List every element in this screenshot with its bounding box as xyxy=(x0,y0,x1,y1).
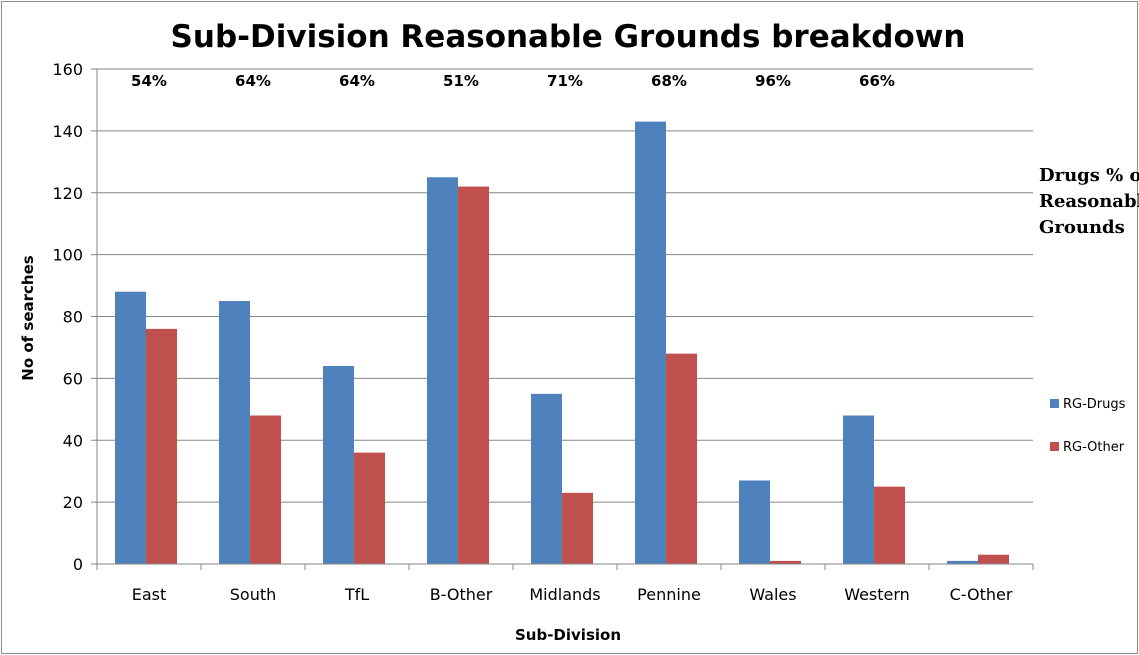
x-axis-title: Sub-Division xyxy=(515,626,621,644)
note-line: Drugs % of xyxy=(1039,165,1139,186)
y-axis-title: No of searches xyxy=(19,255,37,380)
drugs-percent-note: Drugs % of Reasonable Grounds xyxy=(1036,160,1139,250)
bars xyxy=(115,121,1009,564)
y-tick-label: 80 xyxy=(63,308,83,327)
bar-rg-other-c-other xyxy=(978,554,1009,564)
bar-rg-other-midlands xyxy=(562,492,593,564)
y-tick-label: 100 xyxy=(52,246,83,265)
bar-rg-other-western xyxy=(874,486,905,564)
x-tick-label: East xyxy=(132,585,167,604)
bar-rg-drugs-east xyxy=(115,291,146,564)
legend-swatch xyxy=(1050,399,1059,408)
percent-label: 64% xyxy=(235,72,271,90)
y-tick-label: 20 xyxy=(63,493,83,512)
percent-label: 54% xyxy=(131,72,167,90)
bar-rg-other-b-other xyxy=(458,186,489,564)
bar-rg-drugs-south xyxy=(219,301,250,564)
bar-rg-other-south xyxy=(250,415,281,564)
x-tick-label: Pennine xyxy=(637,585,701,604)
bar-rg-other-east xyxy=(146,328,177,564)
x-tick-label: Western xyxy=(844,585,910,604)
y-tick-label: 40 xyxy=(63,431,83,450)
legend-label: RG-Other xyxy=(1063,440,1125,455)
bar-rg-drugs-b-other xyxy=(427,177,458,564)
note-background xyxy=(1036,160,1131,250)
x-tick-label: South xyxy=(230,585,277,604)
y-tick-label: 60 xyxy=(63,369,83,388)
bar-rg-other-wales xyxy=(770,560,801,564)
y-tick-labels: 0 20 40 60 80 100 120 140 160 xyxy=(52,60,83,574)
x-tick-label: Wales xyxy=(749,585,796,604)
percent-label: 66% xyxy=(859,72,895,90)
bar-rg-drugs-midlands xyxy=(531,393,562,564)
percent-label: 68% xyxy=(651,72,687,90)
percent-label: 64% xyxy=(339,72,375,90)
legend-swatch xyxy=(1050,442,1059,451)
legend-label: RG-Drugs xyxy=(1063,397,1126,412)
x-tick-label: B-Other xyxy=(430,585,493,604)
x-tick-label: TfL xyxy=(344,585,369,604)
bar-rg-drugs-tfl xyxy=(323,366,354,564)
y-tick-label: 140 xyxy=(52,122,83,141)
axes xyxy=(91,68,1034,570)
bar-rg-other-pennine xyxy=(666,353,697,564)
percent-labels: 54% 64% 64% 51% 71% 68% 96% 66% xyxy=(131,72,895,90)
percent-label: 96% xyxy=(755,72,791,90)
bar-rg-drugs-wales xyxy=(739,480,770,564)
x-tick-label: C-Other xyxy=(950,585,1013,604)
x-tick-label: Midlands xyxy=(529,585,600,604)
bar-rg-drugs-western xyxy=(843,415,874,564)
note-line: Grounds xyxy=(1039,217,1125,238)
chart-title: Sub-Division Reasonable Grounds breakdow… xyxy=(171,19,966,55)
bar-rg-other-tfl xyxy=(354,452,385,564)
bar-rg-drugs-pennine xyxy=(635,121,666,564)
bar-rg-drugs-c-other xyxy=(947,560,978,564)
note-line: Reasonable xyxy=(1039,191,1139,212)
y-tick-label: 0 xyxy=(73,555,83,574)
percent-label: 71% xyxy=(547,72,583,90)
x-tick-labels: East South TfL B-Other Midlands Pennine Wales W… xyxy=(132,585,1013,604)
legend: RG-Drugs RG-Other xyxy=(1050,397,1126,455)
y-tick-label: 120 xyxy=(52,184,83,203)
percent-label: 51% xyxy=(443,72,479,90)
y-tick-label: 160 xyxy=(52,60,83,79)
